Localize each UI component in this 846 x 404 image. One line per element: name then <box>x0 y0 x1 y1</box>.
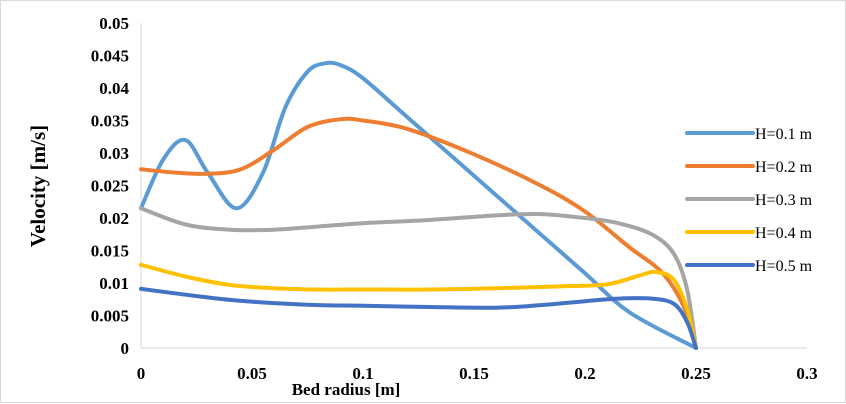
y-tick-label: 0.035 <box>91 112 129 131</box>
series-line-3 <box>139 206 698 350</box>
y-tick-label: 0.04 <box>99 79 129 98</box>
y-tick-label: 0.01 <box>99 274 129 293</box>
legend-label: H=0.3 m <box>755 192 813 209</box>
y-tick-label: 0 <box>121 339 130 358</box>
y-tick-label: 0.025 <box>91 177 129 196</box>
y-axis-title: Velocity [m/s] <box>26 125 50 247</box>
legend-label: H=0.1 m <box>755 126 813 143</box>
legend-item: H=0.3 m <box>685 192 813 209</box>
x-tick-label: 0.25 <box>681 364 711 383</box>
series-line-5 <box>139 286 698 350</box>
x-tick-label: 0.1 <box>352 364 373 383</box>
y-tick-label: 0.005 <box>91 307 129 326</box>
x-axis-title: Bed radius [m] <box>292 380 401 399</box>
legend: H=0.1 m H=0.2 m H=0.3 m H=0.4 m H=0.5 m <box>685 126 813 275</box>
x-tick-label: 0.15 <box>459 364 489 383</box>
x-tick-label: 0.05 <box>237 364 267 383</box>
x-tick-label: 0.2 <box>574 364 595 383</box>
legend-label: H=0.4 m <box>755 225 813 242</box>
x-tick-labels: 0 0.05 0.1 0.15 0.2 0.25 0.3 <box>137 364 818 383</box>
series-line-1 <box>139 60 698 350</box>
x-tick-label: 0 <box>137 364 146 383</box>
y-tick-label: 0.015 <box>91 242 129 261</box>
legend-label: H=0.5 m <box>755 258 813 275</box>
legend-item: H=0.4 m <box>685 225 813 242</box>
series-line-2 <box>139 116 698 350</box>
y-tick-label: 0.03 <box>99 144 129 163</box>
legend-label: H=0.2 m <box>755 159 813 176</box>
legend-item: H=0.1 m <box>685 126 813 143</box>
legend-item: H=0.2 m <box>685 159 813 176</box>
y-tick-label: 0.02 <box>99 209 129 228</box>
legend-item: H=0.5 m <box>685 258 813 275</box>
y-tick-label: 0.05 <box>99 14 129 33</box>
series-line-4 <box>139 262 698 350</box>
y-tick-labels: 0 0.005 0.01 0.015 0.02 0.025 0.03 0.035 0.04 0.0… <box>91 14 130 358</box>
x-tick-label: 0.3 <box>796 364 817 383</box>
series-lines <box>139 60 698 350</box>
y-tick-label: 0.045 <box>91 47 129 66</box>
